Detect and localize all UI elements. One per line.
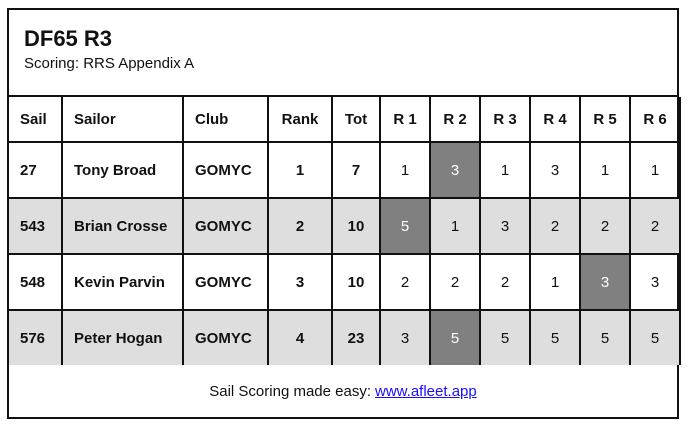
race-score-cell: 2 <box>429 253 481 311</box>
column-header-r5: R 5 <box>579 97 631 143</box>
race-score-cell: 5 <box>479 309 531 365</box>
rank-cell: 4 <box>267 309 333 365</box>
sail-cell: 27 <box>7 141 63 199</box>
rank-cell: 3 <box>267 253 333 311</box>
column-header-r4: R 4 <box>529 97 581 143</box>
discarded-race-score-cell: 5 <box>379 197 431 255</box>
race-score-cell: 1 <box>629 141 681 199</box>
rank-cell: 2 <box>267 197 333 255</box>
race-score-cell: 1 <box>429 197 481 255</box>
discarded-race-score-cell: 3 <box>429 141 481 199</box>
table-row: 27 Tony Broad GOMYC 1 7 1 3 1 3 1 1 <box>7 141 681 199</box>
race-score-cell: 2 <box>629 197 681 255</box>
footer: Sail Scoring made easy: www.afleet.app <box>9 365 677 417</box>
race-score-cell: 3 <box>379 309 431 365</box>
table-row: 543 Brian Crosse GOMYC 2 10 5 1 3 2 2 2 <box>7 197 681 255</box>
race-score-cell: 5 <box>629 309 681 365</box>
race-score-cell: 1 <box>529 253 581 311</box>
sail-cell: 548 <box>7 253 63 311</box>
column-header-r2: R 2 <box>429 97 481 143</box>
discarded-race-score-cell: 3 <box>579 253 631 311</box>
sail-cell: 576 <box>7 309 63 365</box>
tot-cell: 10 <box>331 253 381 311</box>
afleet-link[interactable]: www.afleet.app <box>375 382 477 400</box>
race-score-cell: 5 <box>529 309 581 365</box>
scoring-subtitle: Scoring: RRS Appendix A <box>24 55 195 72</box>
tot-cell: 23 <box>331 309 381 365</box>
page-title: DF65 R3 <box>24 26 113 51</box>
race-score-cell: 3 <box>529 141 581 199</box>
race-score-cell: 2 <box>579 197 631 255</box>
sailor-cell: Kevin Parvin <box>61 253 184 311</box>
column-header-rank: Rank <box>267 97 333 143</box>
club-cell: GOMYC <box>182 309 269 365</box>
column-header-club: Club <box>182 97 269 143</box>
column-header-r6: R 6 <box>629 97 681 143</box>
footer-text: Sail Scoring made easy: <box>209 382 371 400</box>
table-row: 548 Kevin Parvin GOMYC 3 10 2 2 2 1 3 3 <box>7 253 681 311</box>
race-score-cell: 3 <box>479 197 531 255</box>
sailor-cell: Brian Crosse <box>61 197 184 255</box>
club-cell: GOMYC <box>182 197 269 255</box>
sailor-cell: Tony Broad <box>61 141 184 199</box>
club-cell: GOMYC <box>182 141 269 199</box>
column-header-r3: R 3 <box>479 97 531 143</box>
column-header-sailor: Sailor <box>61 97 184 143</box>
race-score-cell: 2 <box>479 253 531 311</box>
race-score-cell: 3 <box>629 253 681 311</box>
race-score-cell: 5 <box>579 309 631 365</box>
results-card: DF65 R3 Scoring: RRS Appendix A Sail Sail… <box>7 8 681 419</box>
results-header: DF65 R3 Scoring: RRS Appendix A <box>9 10 677 97</box>
sail-cell: 543 <box>7 197 63 255</box>
discarded-race-score-cell: 5 <box>429 309 481 365</box>
column-header-r1: R 1 <box>379 97 431 143</box>
race-score-cell: 1 <box>479 141 531 199</box>
race-score-cell: 1 <box>579 141 631 199</box>
race-score-cell: 2 <box>529 197 581 255</box>
column-header-tot: Tot <box>331 97 381 143</box>
sailor-cell: Peter Hogan <box>61 309 184 365</box>
table-row: 576 Peter Hogan GOMYC 4 23 3 5 5 5 5 5 <box>7 309 681 365</box>
race-score-cell: 1 <box>379 141 431 199</box>
tot-cell: 10 <box>331 197 381 255</box>
club-cell: GOMYC <box>182 253 269 311</box>
race-score-cell: 2 <box>379 253 431 311</box>
tot-cell: 7 <box>331 141 381 199</box>
rank-cell: 1 <box>267 141 333 199</box>
column-header-sail: Sail <box>7 97 63 143</box>
